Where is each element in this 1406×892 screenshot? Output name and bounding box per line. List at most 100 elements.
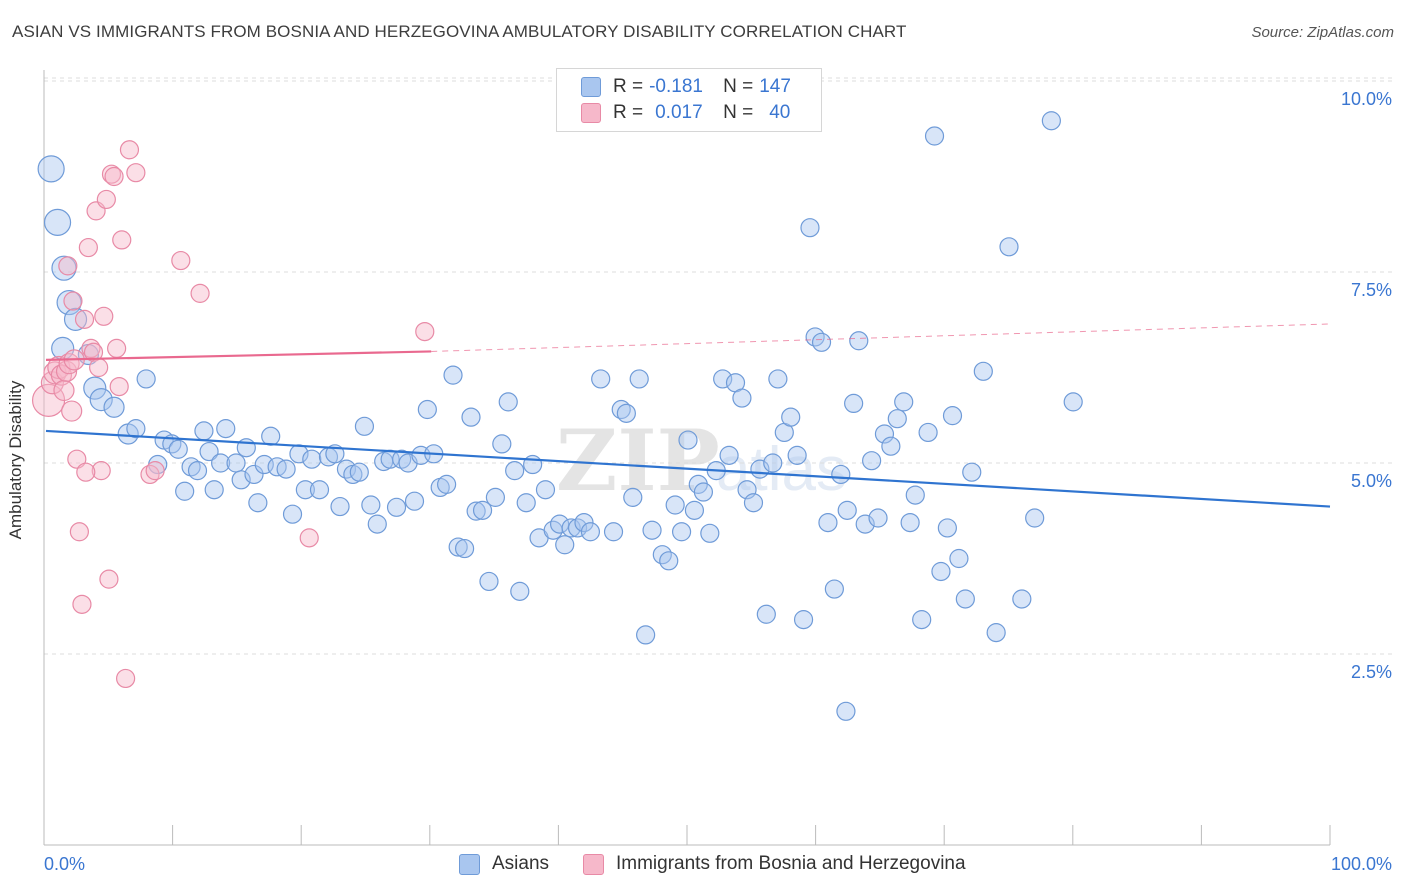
r-value-asians: -0.181 (649, 76, 703, 97)
asians-point (417, 399, 437, 420)
y-axis-label: Ambulatory Disability (6, 380, 25, 540)
asians-point (295, 480, 315, 500)
bosnia-point (299, 528, 319, 548)
asians-point (931, 561, 951, 582)
asians-point (787, 445, 807, 465)
asians-point (603, 522, 624, 542)
asians-point (719, 445, 739, 465)
asians-point (561, 518, 581, 538)
asians-point (862, 451, 882, 471)
asians-point (881, 436, 901, 456)
asians-point (505, 461, 525, 481)
asians-point (261, 426, 281, 446)
asians-point (485, 487, 505, 507)
bosnia-point (96, 189, 116, 210)
asians-point (763, 453, 783, 473)
bosnia-point (74, 309, 95, 329)
asians-point (168, 439, 188, 459)
asians-point (516, 493, 536, 513)
asians-point (404, 491, 425, 511)
asians-point (43, 208, 72, 236)
asians-point (216, 419, 236, 439)
bosnia-point (78, 237, 98, 258)
bosnia-point (116, 668, 136, 689)
bosnia-point (94, 306, 114, 326)
asians-point (642, 520, 662, 540)
asians-point (309, 480, 330, 500)
asians-point (591, 369, 611, 389)
asians-point (83, 376, 107, 400)
asians-point (836, 701, 856, 721)
asians-point (498, 392, 518, 412)
bosnia-point (89, 357, 109, 378)
asians-point (472, 500, 493, 520)
asians-point (894, 392, 914, 412)
asians-point (616, 403, 636, 423)
asians-point (905, 485, 925, 505)
asians-point (510, 581, 530, 601)
asians-point (555, 535, 575, 555)
asians-point (479, 571, 499, 592)
asians-point (962, 462, 982, 482)
stats-row-asians: R = -0.181 N = 147 (581, 75, 791, 99)
asians-point (868, 508, 888, 528)
n-label: N = (723, 76, 754, 97)
asians-point (248, 493, 268, 513)
asians-point (1025, 508, 1045, 528)
asians-point (732, 388, 752, 408)
bosnia-point (140, 464, 160, 485)
bosnia-point (83, 342, 104, 362)
asians-point (949, 548, 969, 569)
asians-point (942, 406, 963, 426)
asians-point (831, 464, 851, 485)
asians-point (955, 589, 975, 609)
asians-point (89, 387, 113, 412)
asians-point (1041, 111, 1061, 131)
asians-point (611, 399, 631, 420)
asians-legend-swatch (459, 853, 480, 875)
asians-trend-line (45, 429, 1331, 508)
bosnia-point (104, 166, 124, 187)
asians-point (187, 461, 208, 481)
bosnia-point (69, 522, 89, 542)
asians-point (844, 393, 864, 414)
r-value-bosnia: 0.017 (655, 102, 703, 123)
source-label: Source: ZipAtlas.com (1251, 24, 1394, 41)
bosnia-point (107, 338, 127, 358)
asians-point (986, 623, 1006, 643)
r-label: R = (613, 102, 644, 123)
asians-point (443, 365, 463, 385)
asians-point (492, 434, 512, 454)
asians-point (937, 518, 957, 538)
bosnia-point (76, 462, 96, 482)
asians-point (659, 551, 679, 571)
asians-point (671, 522, 692, 542)
bosnia-point (91, 461, 111, 481)
asians-point (454, 538, 475, 559)
bosnia-point (112, 230, 132, 250)
y-tick-label: 7.5% (1351, 280, 1392, 300)
stats-legend: R = -0.181 N = 147 R = 0.017 N = 40 (556, 68, 822, 132)
legend-label-bosnia: Immigrants from Bosnia and Herzegovina (616, 853, 966, 874)
asians-point (781, 407, 801, 427)
asians-point (636, 625, 656, 645)
bosnia-point (126, 163, 146, 183)
legend-item-asians: Asians (459, 852, 549, 876)
asians-point (887, 409, 907, 429)
bosnia-point (55, 360, 78, 382)
asians-point (1063, 392, 1083, 412)
asians-point (837, 500, 857, 520)
asians-point (743, 493, 764, 513)
r-label: R = (613, 76, 644, 97)
stats-row-bosnia: R = 0.017 N = 40 (581, 101, 790, 125)
asians-point (999, 237, 1019, 257)
bosnia-trend-extension (431, 323, 1331, 352)
asians-point (194, 421, 214, 441)
n-label: N = (723, 102, 754, 123)
asians-point (567, 518, 588, 538)
bosnia-point (190, 283, 210, 303)
asians-point (231, 470, 251, 490)
asians-point (693, 482, 714, 502)
asians-point (330, 496, 350, 517)
